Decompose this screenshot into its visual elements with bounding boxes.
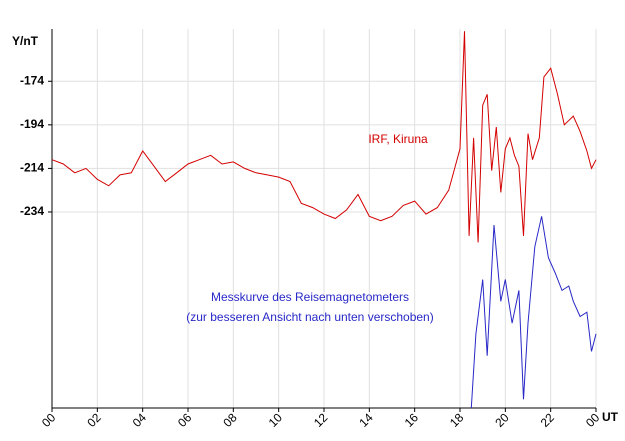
y-tick-label: -174	[20, 73, 44, 87]
x-tick-label: 16	[402, 410, 422, 430]
x-tick-label: 22	[538, 410, 558, 430]
x-axis-label: UT	[602, 410, 619, 424]
x-tick-label: 18	[447, 410, 467, 430]
y-tick-label: -194	[20, 117, 44, 131]
x-tick-label: 20	[492, 410, 512, 430]
x-tick-label: 00	[583, 410, 603, 430]
annotation: Messkurve des Reisemagnetometers	[211, 290, 409, 304]
data-line	[470, 216, 597, 409]
annotation: IRF, Kiruna	[368, 132, 428, 146]
x-tick-label: 02	[84, 410, 104, 430]
annotation: (zur besseren Ansicht nach unten verscho…	[186, 310, 433, 324]
x-tick-label: 10	[266, 410, 286, 430]
y-axis-label: Y/nT	[12, 34, 39, 48]
x-tick-label: 08	[220, 410, 240, 430]
x-tick-label: 12	[311, 410, 331, 430]
data-line	[51, 31, 597, 243]
y-tick-label: -234	[20, 204, 44, 218]
y-tick-label: -214	[20, 161, 44, 175]
x-tick-label: 00	[39, 410, 59, 430]
x-tick-label: 04	[130, 410, 150, 430]
x-tick-label: 06	[175, 410, 195, 430]
x-tick-label: 14	[356, 410, 376, 430]
